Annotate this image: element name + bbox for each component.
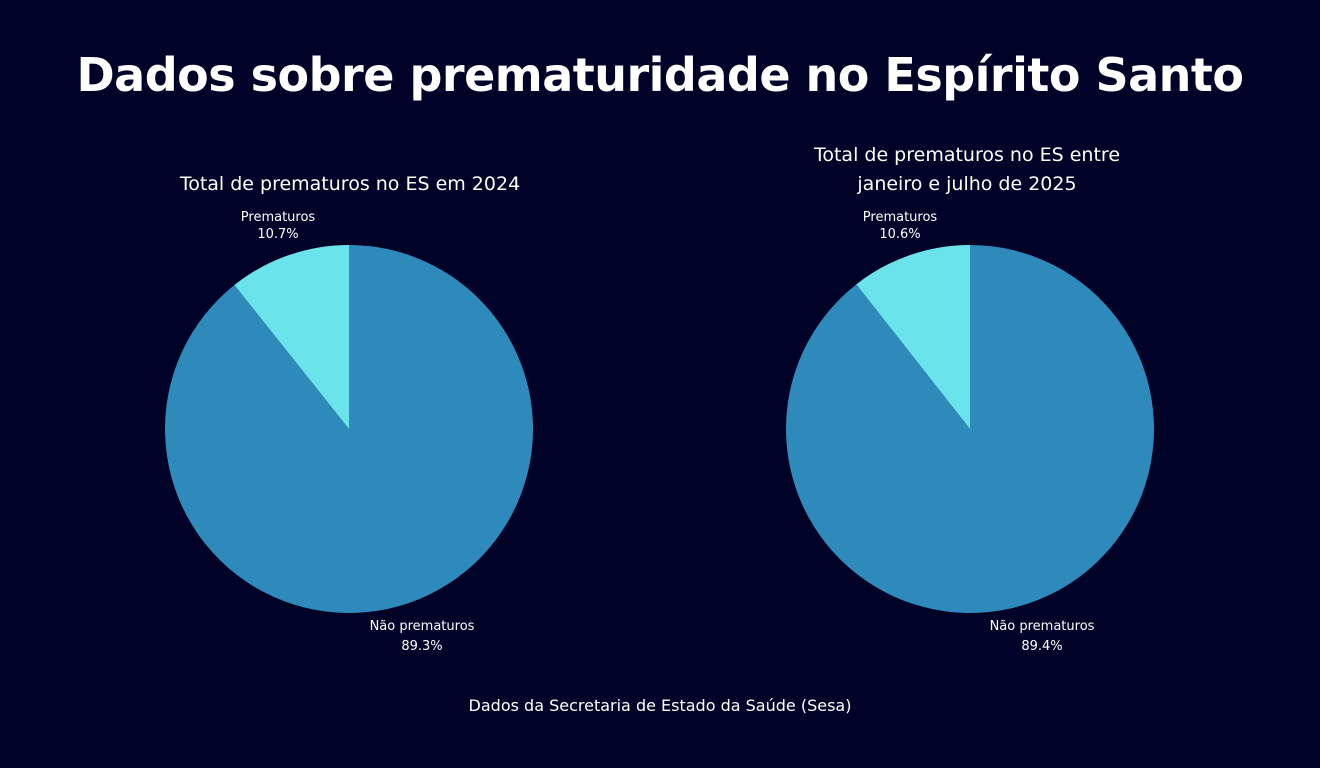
slice-value-text: 89.4% — [1021, 639, 1063, 654]
slice-label-text: Prematuros — [240, 210, 316, 225]
pie-slice-prematuros-0 — [234, 245, 349, 429]
chart-title-line: janeiro e julho de 2025 — [857, 173, 1077, 195]
pie-slice-prematuros-1 — [856, 245, 970, 429]
chart-title-2025: Total de prematuros no ES entre janeiro … — [737, 141, 1197, 199]
slice-label-nao-prematuros-2024: Não prematuros 89.3% — [342, 618, 502, 655]
page-title: Dados sobre prematuridade no Espírito Sa… — [76, 48, 1244, 102]
slice-value-text: 10.7% — [257, 227, 299, 242]
slice-value-text: 10.6% — [879, 227, 921, 242]
chart-title-2024: Total de prematuros no ES em 2024 — [120, 170, 580, 199]
chart-title-line: Total de prematuros no ES em 2024 — [179, 173, 521, 195]
slice-label-text: Prematuros — [862, 210, 938, 225]
source-note: Dados da Secretaria de Estado da Saúde (… — [468, 696, 852, 715]
slice-label-text: Não prematuros — [989, 619, 1095, 634]
slice-label-prematuros-2025: Prematuros 10.6% — [840, 209, 960, 243]
slice-label-prematuros-2024: Prematuros 10.7% — [218, 209, 338, 243]
slice-label-text: Não prematuros — [369, 619, 475, 634]
chart-title-line: Total de prematuros no ES entre — [813, 144, 1121, 166]
slice-value-text: 89.3% — [401, 639, 443, 654]
slice-label-nao-prematuros-2025: Não prematuros 89.4% — [962, 618, 1122, 655]
